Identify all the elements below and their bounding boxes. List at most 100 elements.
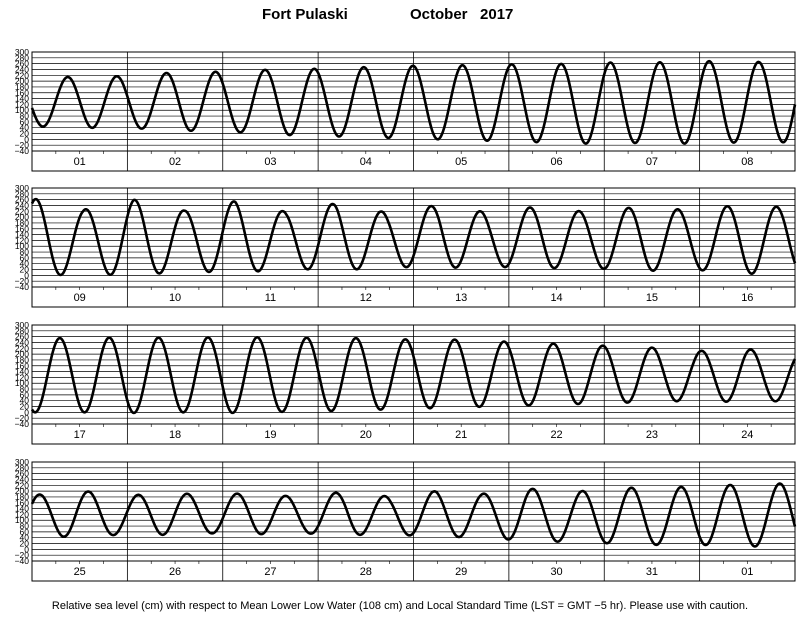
day-label: 11 (265, 292, 276, 304)
y-tick-label: 240 (15, 64, 29, 74)
day-label: 03 (264, 156, 276, 168)
y-tick-label: 160 (15, 361, 29, 371)
day-label: 29 (455, 566, 467, 578)
tide-curve (30, 482, 797, 548)
y-tick-label: 120 (15, 99, 29, 109)
day-label: 01 (741, 566, 753, 578)
y-tick-label: 180 (15, 492, 29, 502)
y-tick-label: 80 (20, 384, 30, 394)
y-tick-label: 0 (24, 270, 29, 280)
y-tick-label: 260 (15, 195, 29, 205)
y-tick-label: 200 (15, 349, 29, 359)
day-label: 17 (74, 429, 86, 441)
day-label: 15 (646, 292, 658, 304)
y-tick-label: 120 (15, 235, 29, 245)
day-label: 20 (360, 429, 372, 441)
y-tick-label: 40 (20, 396, 30, 406)
day-label: 12 (360, 292, 372, 304)
day-label: 07 (646, 156, 658, 168)
y-tick-label: 240 (15, 474, 29, 484)
y-tick-label: −20 (15, 140, 30, 150)
y-tick-label: 300 (15, 183, 29, 193)
y-tick-label: −40 (15, 556, 30, 566)
y-tick-label: 280 (15, 326, 29, 336)
y-tick-label: −20 (15, 550, 30, 560)
y-tick-label: 240 (15, 337, 29, 347)
y-tick-label: 200 (15, 486, 29, 496)
y-tick-label: 60 (20, 527, 30, 537)
y-tick-label: 140 (15, 94, 29, 104)
day-label: 10 (169, 292, 181, 304)
y-tick-label: 80 (20, 247, 30, 257)
y-tick-label: 100 (15, 515, 29, 525)
y-tick-label: 220 (15, 70, 29, 80)
y-tick-label: 80 (20, 111, 30, 121)
y-tick-label: −40 (15, 419, 30, 429)
y-tick-label: −20 (15, 276, 30, 286)
day-label: 22 (550, 429, 562, 441)
day-label: 26 (169, 566, 181, 578)
y-tick-label: 40 (20, 123, 30, 133)
y-tick-label: 20 (20, 265, 30, 275)
y-tick-label: 0 (24, 544, 29, 554)
y-tick-label: 200 (15, 212, 29, 222)
day-label: 06 (550, 156, 562, 168)
day-label: 09 (74, 292, 86, 304)
y-tick-label: 60 (20, 253, 30, 263)
y-tick-label: 260 (15, 332, 29, 342)
y-tick-label: 300 (15, 47, 29, 57)
day-label: 18 (169, 429, 181, 441)
y-tick-label: 20 (20, 402, 30, 412)
y-tick-label: 220 (15, 206, 29, 216)
station-name: Fort Pulaski (262, 6, 348, 23)
y-tick-label: 280 (15, 463, 29, 473)
y-tick-label: 140 (15, 504, 29, 514)
y-tick-label: 140 (15, 367, 29, 377)
y-tick-label: 160 (15, 224, 29, 234)
day-label: 28 (360, 566, 372, 578)
day-label: 31 (646, 566, 658, 578)
day-label: 21 (455, 429, 467, 441)
y-tick-label: 100 (15, 241, 29, 251)
day-label: 01 (74, 156, 86, 168)
y-tick-label: 120 (15, 372, 29, 382)
y-tick-label: 60 (20, 390, 30, 400)
y-tick-label: 0 (24, 134, 29, 144)
footer-note: Relative sea level (cm) with respect to … (51, 600, 749, 612)
month-year: October 2017 (410, 6, 514, 23)
y-tick-label: 260 (15, 59, 29, 69)
chart-title: Fort Pulaski October 2017 (0, 4, 800, 26)
y-tick-label: 80 (20, 521, 30, 531)
y-tick-label: 280 (15, 53, 29, 63)
y-tick-label: 0 (24, 407, 29, 417)
day-label: 04 (360, 156, 372, 168)
day-label: 16 (741, 292, 753, 304)
y-tick-label: 160 (15, 498, 29, 508)
day-label: 27 (264, 566, 276, 578)
y-tick-label: 300 (15, 320, 29, 330)
y-tick-label: 60 (20, 117, 30, 127)
day-label: 24 (741, 429, 753, 441)
y-tick-label: 180 (15, 218, 29, 228)
day-label: 02 (169, 156, 181, 168)
y-tick-label: 240 (15, 200, 29, 210)
day-label: 19 (264, 429, 276, 441)
y-tick-label: 100 (15, 378, 29, 388)
y-tick-label: 160 (15, 88, 29, 98)
y-tick-label: −20 (15, 413, 30, 423)
y-tick-label: 180 (15, 355, 29, 365)
y-tick-label: 40 (20, 533, 30, 543)
y-tick-label: 200 (15, 76, 29, 86)
day-label: 30 (550, 566, 562, 578)
y-tick-label: 120 (15, 509, 29, 519)
y-tick-label: −40 (15, 146, 30, 156)
day-label: 08 (741, 156, 753, 168)
y-tick-label: 140 (15, 230, 29, 240)
y-tick-label: 280 (15, 189, 29, 199)
day-label: 05 (455, 156, 467, 168)
y-tick-label: 260 (15, 469, 29, 479)
y-tick-label: 20 (20, 129, 30, 139)
y-tick-label: 40 (20, 259, 30, 269)
